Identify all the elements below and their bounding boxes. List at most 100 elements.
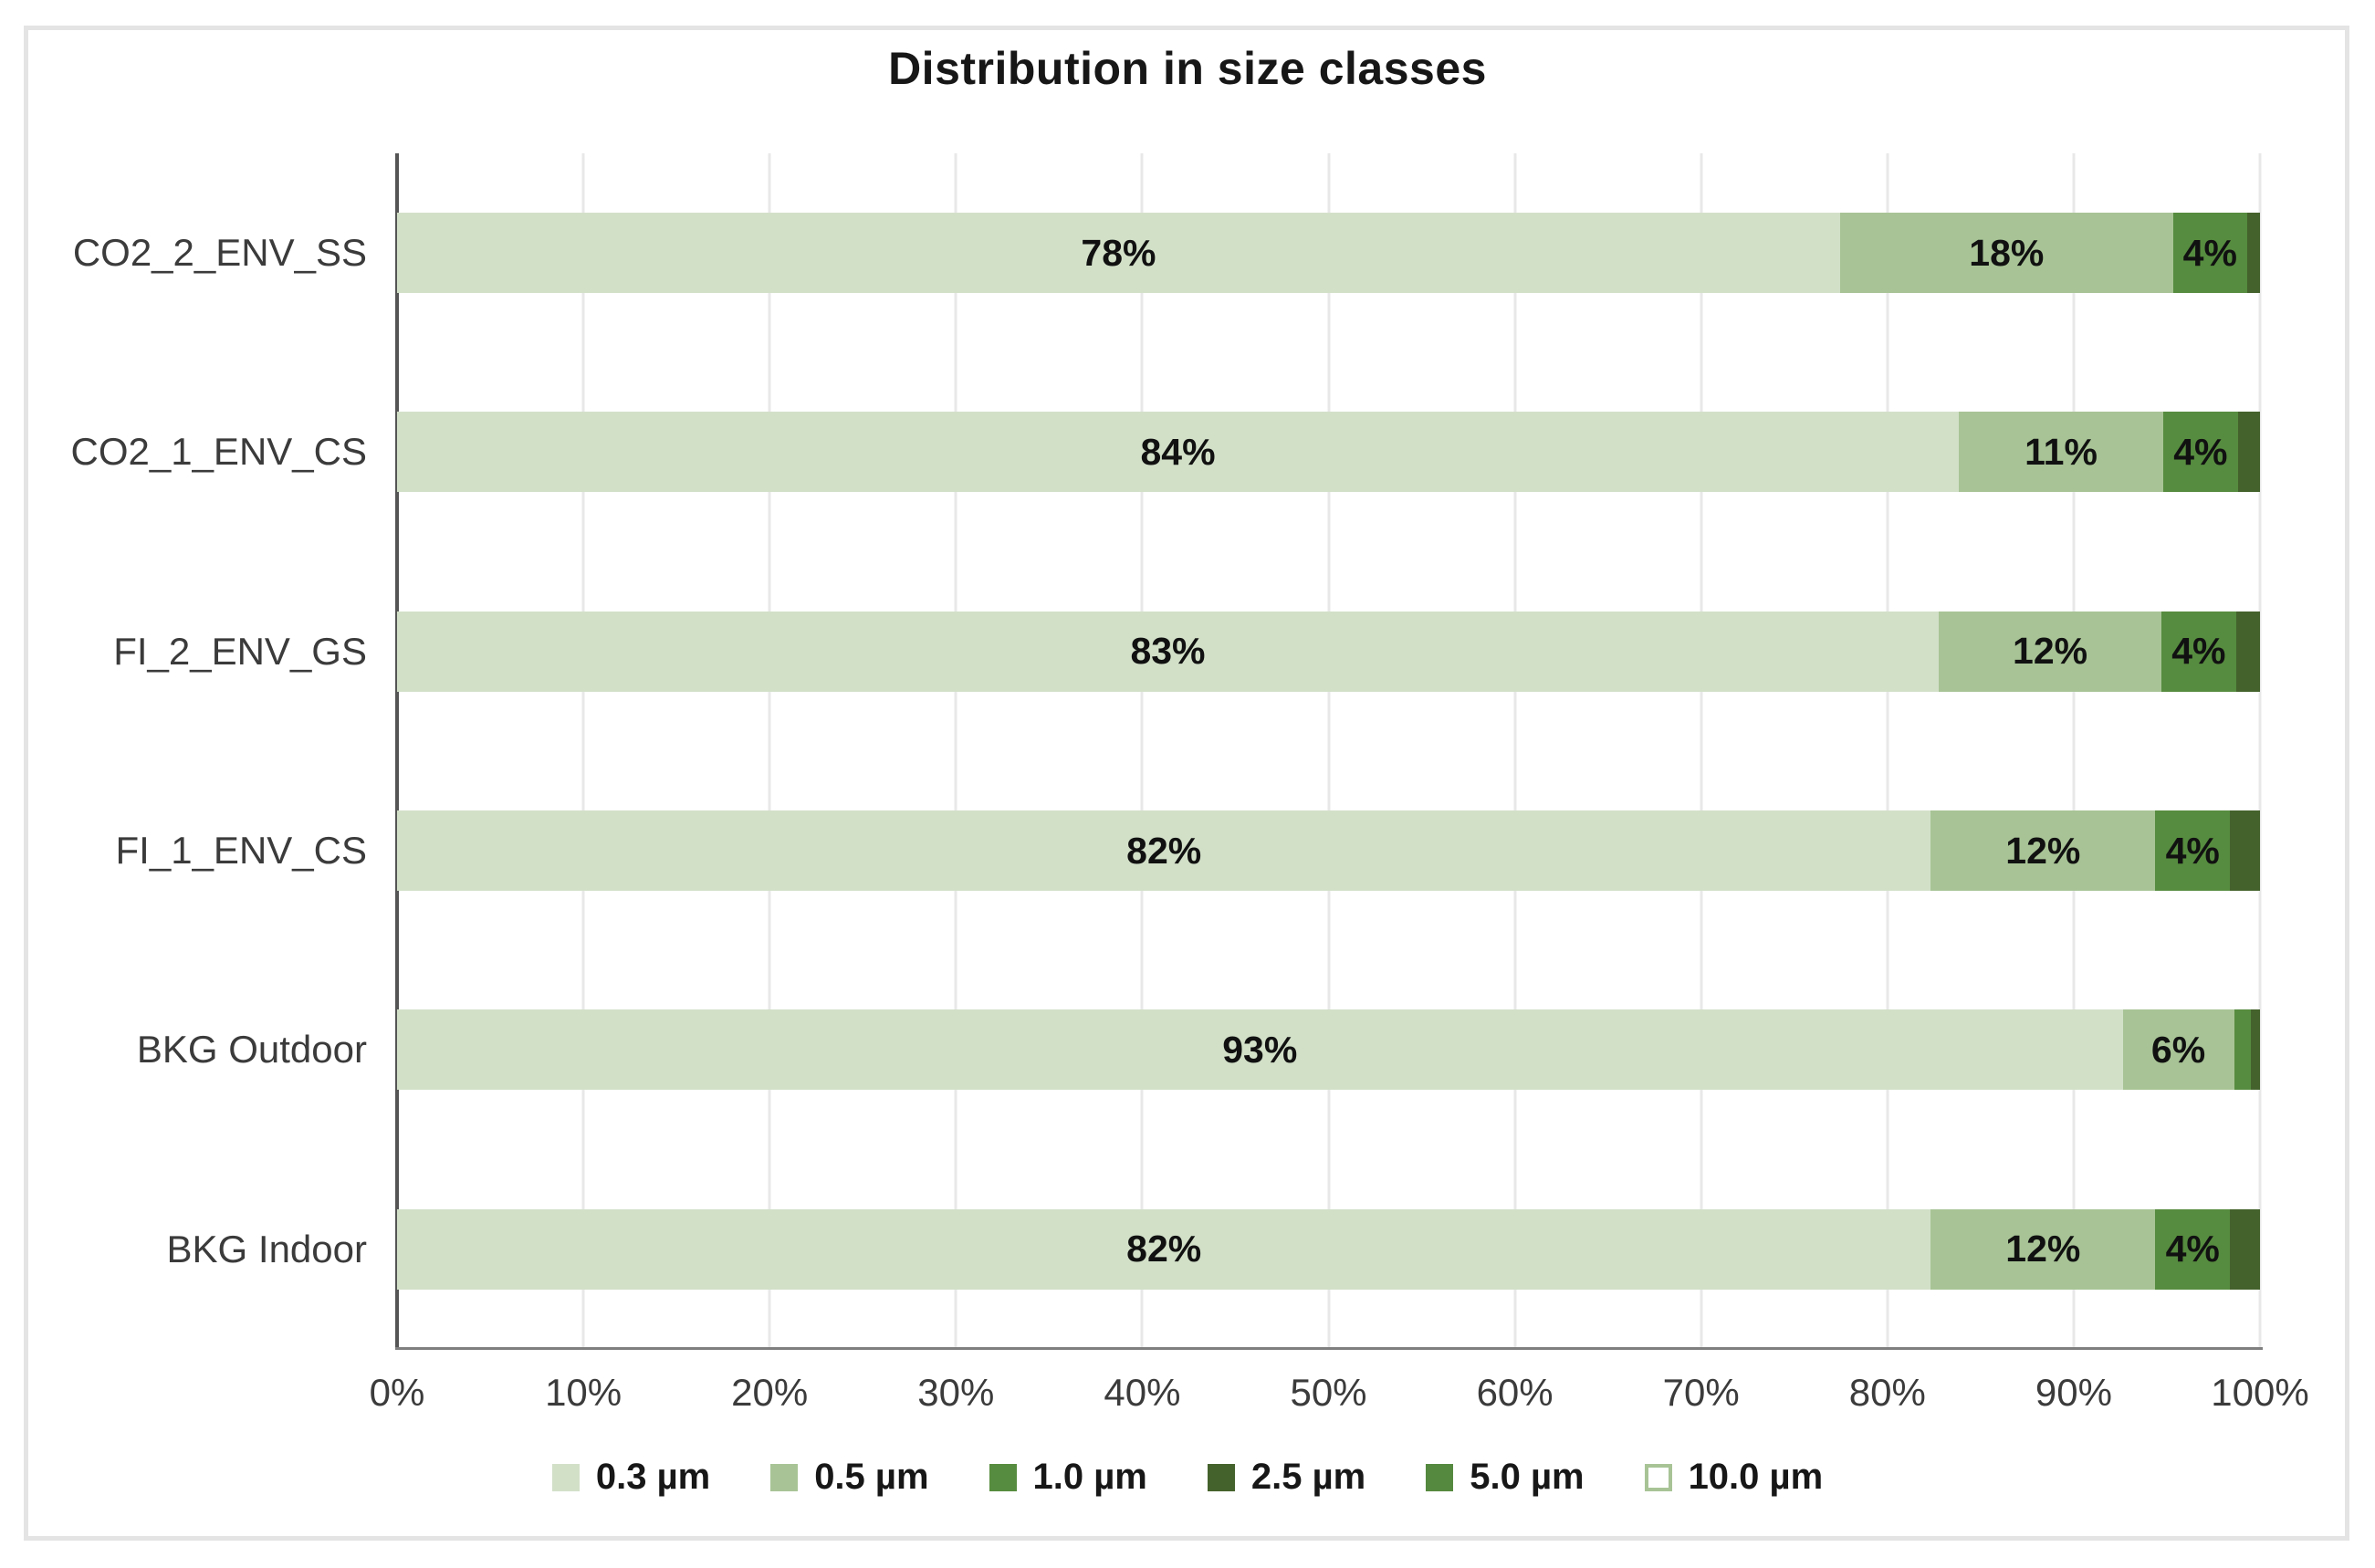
bar-segment-2.5um — [2237, 412, 2260, 493]
legend-swatch-icon — [1207, 1463, 1235, 1491]
stacked-bar-fi-2-env-gs: 83% 12% 4% — [397, 611, 2260, 692]
x-tick-label: 80% — [1848, 1371, 1926, 1414]
gridline — [1700, 153, 1703, 1349]
bar-row: 82% 12% 4% — [397, 1150, 2260, 1349]
bar-segment-1.0um: 4% — [2163, 412, 2238, 493]
plot-area: 78% 18% 4% 84% 11% 4% 83% 12% 4% 82% 12% 4% 93% 6% 82%… — [395, 153, 2262, 1349]
x-axis-line — [395, 1347, 2263, 1350]
legend-label: 5.0 µm — [1470, 1457, 1585, 1497]
category-label: BKG Outdoor — [136, 1028, 367, 1071]
bar-segment-2.5um — [2246, 213, 2260, 294]
legend-label: 0.5 µm — [814, 1457, 929, 1497]
bar-row: 82% 12% 4% — [397, 751, 2260, 950]
legend-item: 5.0 µm — [1426, 1457, 1585, 1498]
y-axis-labels: CO2_2_ENV_SS CO2_1_ENV_CS FI_2_ENV_GS FI_1_… — [27, 153, 368, 1349]
bar-segment-0.3um: 82% — [397, 1208, 1931, 1290]
x-tick-label: 100% — [2211, 1371, 2309, 1414]
x-tick-label: 30% — [917, 1371, 995, 1414]
bar-segment-0.3um: 93% — [397, 1009, 2123, 1091]
legend-item: 0.5 µm — [770, 1457, 929, 1498]
bar-row: 78% 18% 4% — [397, 153, 2260, 352]
gridline — [1513, 153, 1517, 1349]
x-tick-label: 10% — [545, 1371, 623, 1414]
legend-item: 1.0 µm — [989, 1457, 1147, 1498]
bar-segment-1.0um: 4% — [2161, 611, 2236, 692]
data-label: 84% — [1140, 430, 1216, 473]
legend-item: 0.3 µm — [551, 1457, 711, 1498]
gridline — [1327, 153, 1330, 1349]
gridline — [2258, 153, 2262, 1349]
bar-segment-1.0um: 4% — [2155, 1208, 2231, 1290]
gridline — [581, 153, 585, 1349]
bar-segment-2.5um — [2230, 810, 2260, 892]
data-label: 82% — [1126, 829, 1202, 872]
gridline — [768, 153, 771, 1349]
data-label: 4% — [2165, 1228, 2220, 1270]
bar-segment-0.5um: 12% — [1938, 611, 2162, 692]
data-label: 4% — [2182, 231, 2237, 274]
bar-segment-0.5um: 12% — [1930, 810, 2156, 892]
bar-segment-1.0um — [2234, 1009, 2251, 1091]
legend-item: 2.5 µm — [1207, 1457, 1366, 1498]
legend-label: 2.5 µm — [1250, 1457, 1366, 1497]
category-label: CO2_2_ENV_SS — [72, 231, 367, 275]
bar-segment-0.3um: 82% — [397, 810, 1931, 892]
bar-segment-2.5um — [2235, 611, 2260, 692]
bar-row: 93% 6% — [397, 950, 2260, 1149]
bar-segment-1.0um: 4% — [2155, 810, 2231, 892]
data-label: 4% — [2173, 430, 2228, 473]
gridline — [954, 153, 957, 1349]
data-label: 18% — [1969, 231, 2045, 274]
data-label: 4% — [2165, 829, 2220, 872]
bar-rows: 78% 18% 4% 84% 11% 4% 83% 12% 4% 82% 12% 4% 93% 6% 82%… — [397, 153, 2260, 1349]
x-axis-tick-labels: 0% 10% 20% 30% 40% 50% 60% 70% 80% 90% 100% — [370, 1371, 2309, 1426]
stacked-bar-fi-1-env-cs: 82% 12% 4% — [397, 810, 2260, 892]
legend-label: 0.3 µm — [595, 1457, 711, 1497]
category-label: FI_2_ENV_GS — [113, 629, 367, 673]
bar-segment-0.5um: 12% — [1930, 1208, 2156, 1290]
data-label: 4% — [2171, 630, 2226, 673]
chart-title: Distribution in size classes — [888, 43, 1487, 94]
x-tick-label: 60% — [1476, 1371, 1554, 1414]
x-tick-label: 40% — [1104, 1371, 1181, 1414]
x-tick-label: 50% — [1290, 1371, 1367, 1414]
legend-label: 10.0 µm — [1688, 1457, 1824, 1497]
data-label: 11% — [2025, 430, 2098, 473]
bar-segment-0.3um: 83% — [397, 611, 1939, 692]
legend-swatch-icon — [770, 1463, 799, 1491]
bar-segment-2.5um — [2250, 1009, 2260, 1091]
bar-row: 83% 12% 4% — [397, 552, 2260, 751]
bar-segment-0.3um: 78% — [397, 213, 1840, 294]
x-tick-label: 20% — [731, 1371, 809, 1414]
bar-segment-0.5um: 6% — [2122, 1009, 2234, 1091]
gridline — [1886, 153, 1889, 1349]
bar-segment-2.5um — [2230, 1208, 2260, 1290]
legend-swatch-icon — [551, 1463, 580, 1491]
legend: 0.3 µm 0.5 µm 1.0 µm 2.5 µm 5.0 µm 10.0 µm — [0, 1457, 2375, 1498]
data-label: 12% — [2013, 630, 2088, 673]
bar-segment-1.0um: 4% — [2172, 213, 2247, 294]
legend-swatch-icon — [1644, 1463, 1672, 1491]
data-label: 78% — [1081, 231, 1156, 274]
y-axis-line — [395, 153, 399, 1349]
legend-swatch-icon — [989, 1463, 1017, 1491]
data-label: 93% — [1222, 1028, 1298, 1071]
bar-row: 84% 11% 4% — [397, 352, 2260, 551]
stacked-bar-bkg-outdoor: 93% 6% — [397, 1009, 2260, 1091]
data-label: 12% — [2005, 1228, 2081, 1270]
x-tick-label: 70% — [1662, 1371, 1740, 1414]
stacked-bar-bkg-indoor: 82% 12% 4% — [397, 1208, 2260, 1290]
data-label: 83% — [1130, 630, 1206, 673]
category-label: BKG Indoor — [166, 1227, 367, 1270]
data-label: 12% — [2005, 829, 2081, 872]
gridline — [1140, 153, 1144, 1349]
legend-label: 1.0 µm — [1032, 1457, 1147, 1497]
stacked-bar-co2-2-env-ss: 78% 18% 4% — [397, 213, 2260, 294]
x-tick-label: 0% — [369, 1371, 425, 1414]
legend-item: 10.0 µm — [1644, 1457, 1824, 1498]
stacked-bar-co2-1-env-cs: 84% 11% 4% — [397, 412, 2260, 493]
bar-segment-0.3um: 84% — [397, 412, 1960, 493]
data-label: 82% — [1126, 1228, 1202, 1270]
bar-segment-0.5um: 11% — [1959, 412, 2164, 493]
